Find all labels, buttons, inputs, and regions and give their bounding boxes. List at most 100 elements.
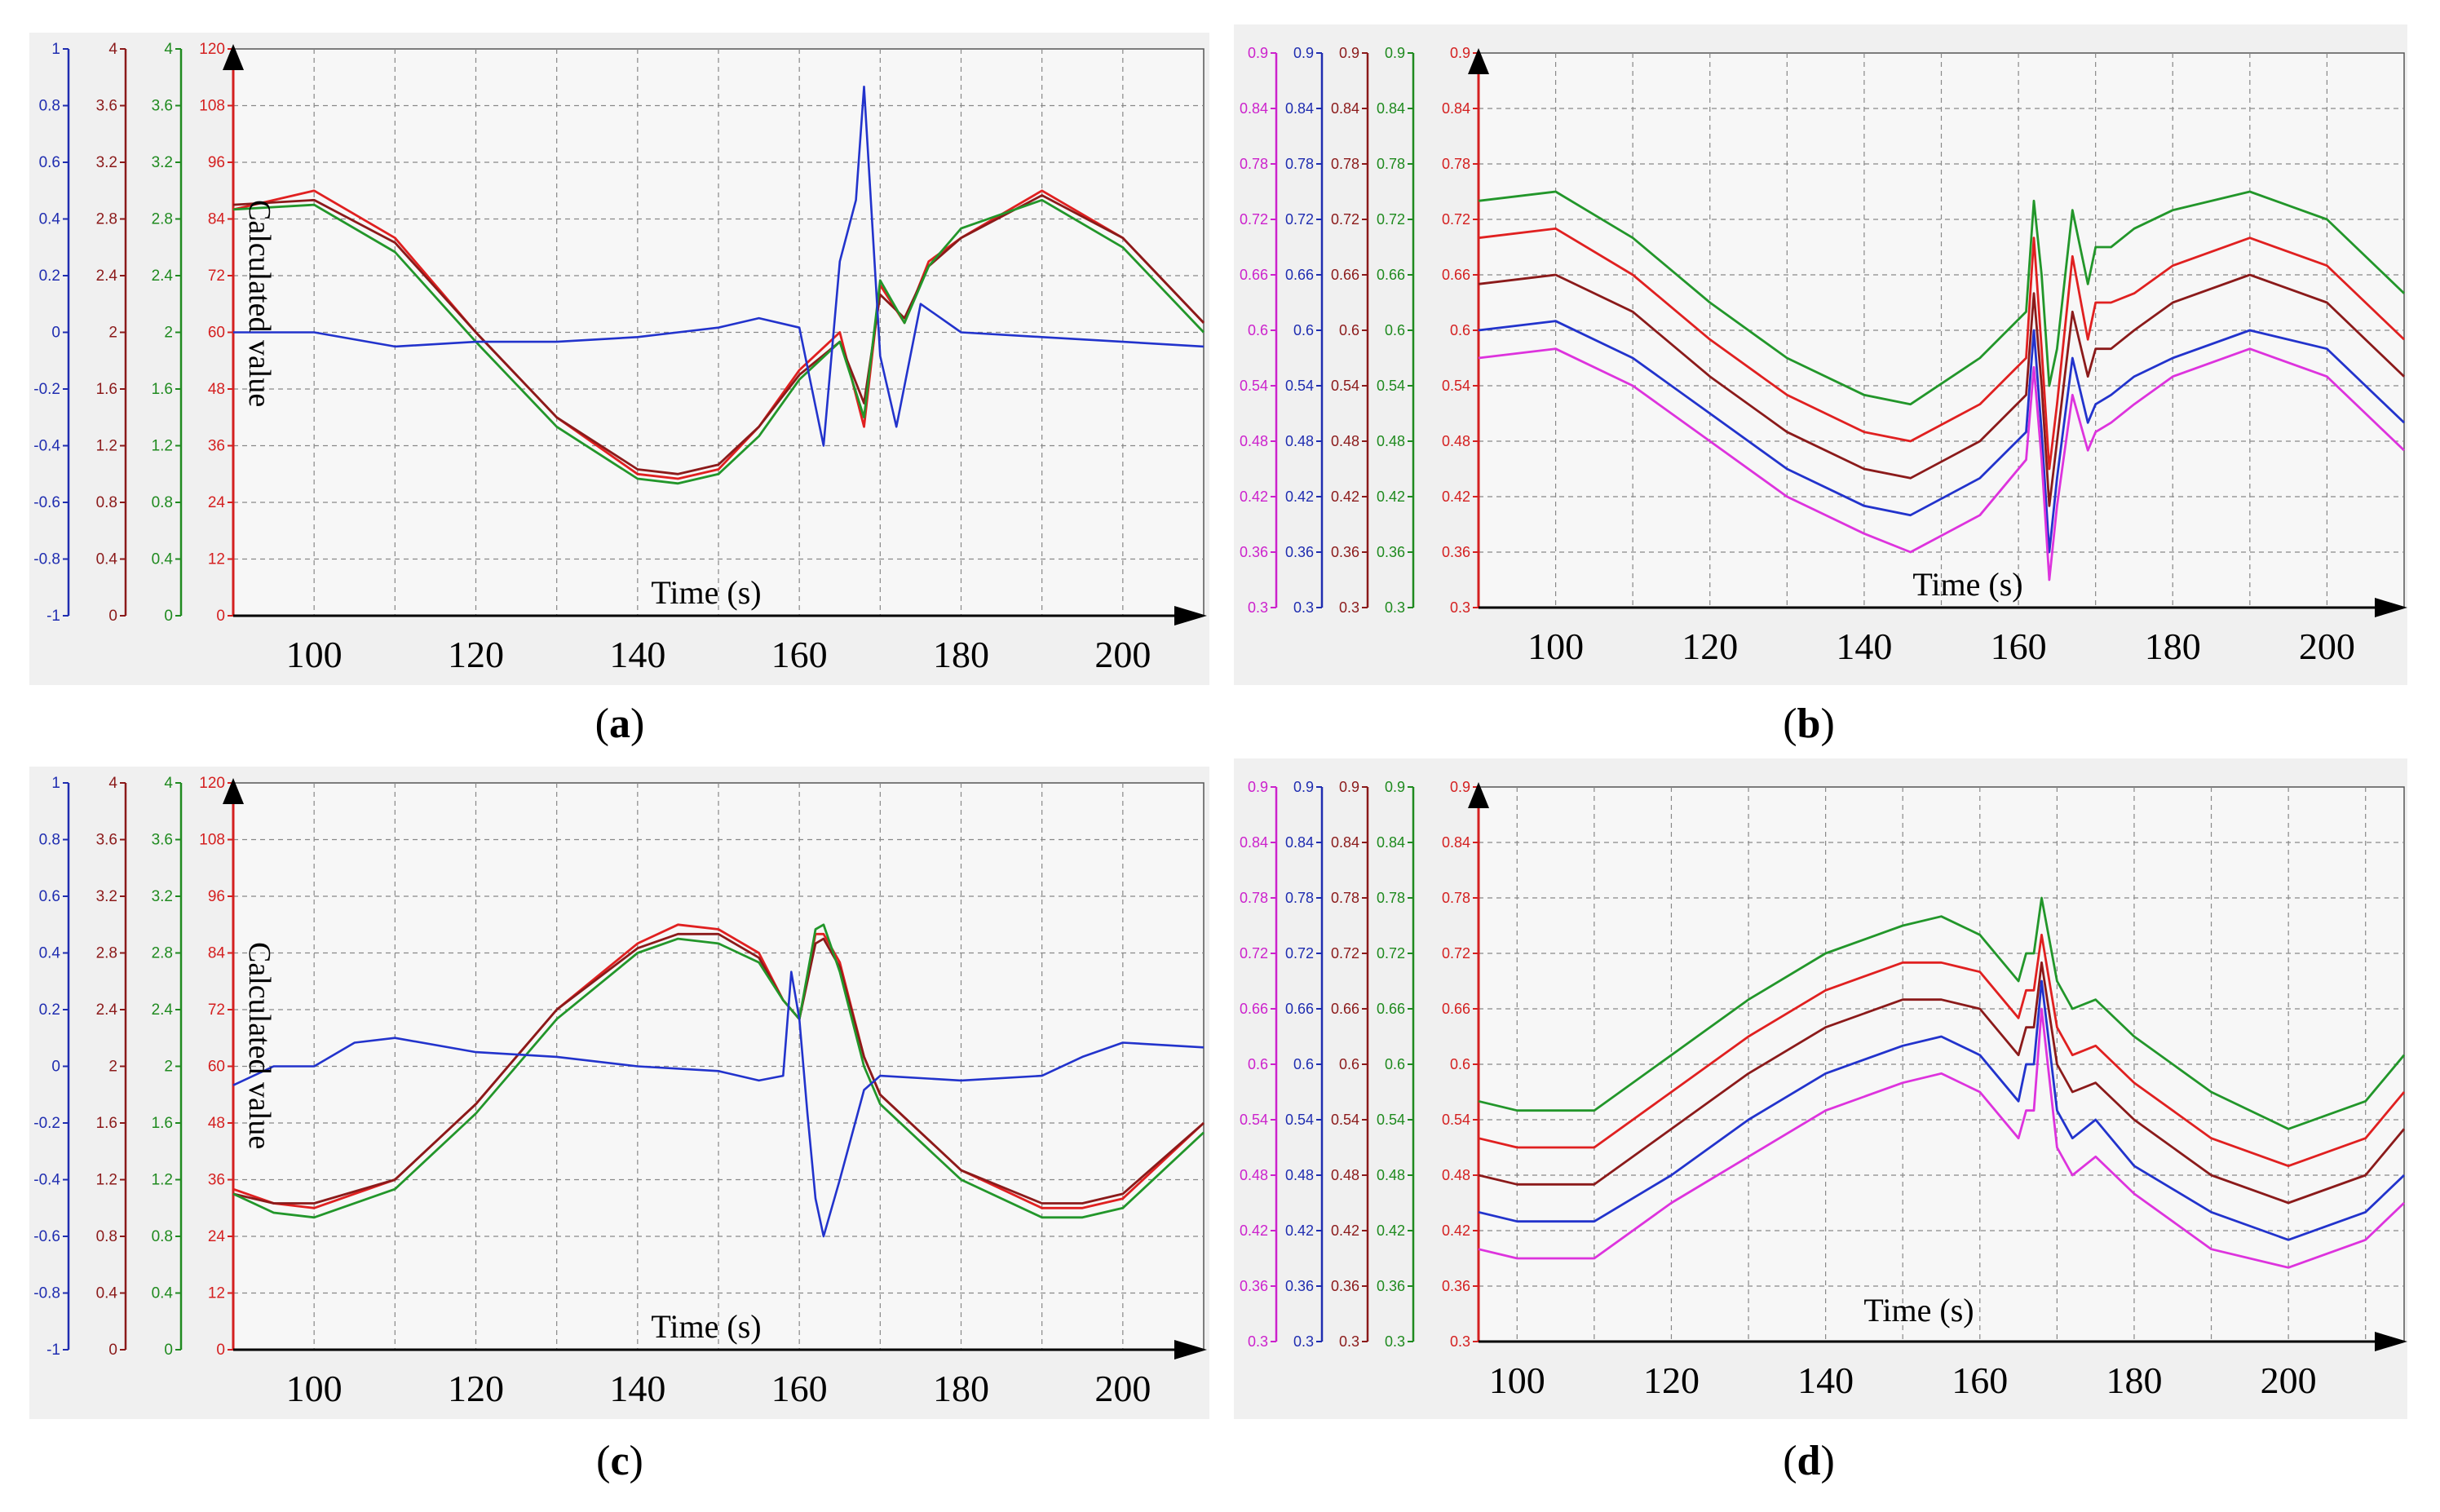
red-axis-tick-label: 0.84 [1442, 100, 1470, 117]
green-axis: 0 0.4 0.8 1.2 1.6 2 2.4 2.8 3.2 3.6 4 [152, 41, 183, 625]
brown-axis-tick-label: 0.72 [1331, 945, 1359, 962]
blue-axis-tick-label: 0.66 [1285, 1001, 1314, 1017]
blue-axis-tick-label: 0.42 [1285, 489, 1314, 505]
caption-a-open: ( [595, 701, 609, 747]
magenta-axis-tick-label: 0.78 [1240, 890, 1268, 906]
brown-axis-tick-label: 3.2 [96, 154, 117, 171]
green-axis-tick-label: 0.9 [1385, 45, 1405, 61]
red-axis-tick-label: 36 [208, 438, 225, 455]
blue-axis-tick-label: 0.72 [1285, 211, 1314, 228]
blue-axis-tick-label: 0.6 [39, 154, 60, 171]
brown-axis-tick-label: 1.2 [96, 1172, 117, 1189]
x-tick-label: 140 [1797, 1359, 1854, 1401]
brown-axis-tick-label: 0.42 [1331, 1222, 1359, 1239]
green-axis-tick-label: 3.2 [152, 888, 173, 905]
brown-axis-tick-label: 2 [108, 325, 117, 342]
red-axis-tick-label: 48 [208, 381, 225, 398]
green-axis-tick-label: 2 [164, 1059, 173, 1076]
red-axis-tick-label: 0.78 [1442, 156, 1470, 172]
red-axis-tick-label: 48 [208, 1115, 225, 1132]
x-tick-label: 120 [1643, 1359, 1700, 1401]
brown-axis-tick-label: 0.36 [1331, 1278, 1359, 1294]
x-axis-label: Time (s) [651, 1308, 761, 1345]
x-tick-label: 160 [771, 634, 828, 675]
red-axis-tick-label: 0.66 [1442, 267, 1470, 283]
blue-axis-tick-label: 0.4 [39, 945, 61, 962]
brown-axis-tick-label: 0.6 [1339, 1056, 1359, 1072]
brown-axis-tick-label: 0.9 [1339, 779, 1359, 795]
blue-axis-tick-label: 0.36 [1285, 1278, 1314, 1294]
blue-axis: -1 -0.8 -0.6 -0.4 -0.2 0 0.2 0.4 0.6 0.8 1 [33, 775, 70, 1359]
blue-axis-tick-label: 0.6 [1293, 1056, 1314, 1072]
x-tick-label: 120 [1682, 626, 1738, 667]
brown-axis-tick-label: 0 [108, 1342, 117, 1359]
green-axis-tick-label: 2.8 [152, 211, 173, 228]
blue-axis-tick-label: 0.3 [1293, 599, 1314, 616]
red-axis-tick-label: 0.84 [1442, 834, 1470, 851]
green-axis-tick-label: 2.8 [152, 945, 173, 962]
red-axis-tick-label: 0.9 [1450, 45, 1470, 61]
x-tick-label: 160 [1952, 1359, 2008, 1401]
magenta-axis: 0.3 0.36 0.42 0.48 0.54 0.6 0.66 0.72 0.78 0.84 0.… [1240, 45, 1278, 616]
x-axis-label: Time (s) [1912, 566, 2022, 603]
red-axis-tick-label: 0.54 [1442, 1112, 1470, 1128]
blue-axis-tick-label: 0.3 [1293, 1333, 1314, 1350]
green-axis-tick-label: 0.78 [1377, 890, 1405, 906]
brown-axis-tick-label: 0.78 [1331, 156, 1359, 172]
brown-axis-tick-label: 0.42 [1331, 489, 1359, 505]
brown-axis-tick-label: 0 [108, 608, 117, 625]
green-axis: 0 0.4 0.8 1.2 1.6 2 2.4 2.8 3.2 3.6 4 [152, 775, 183, 1359]
brown-axis-tick-label: 0.6 [1339, 322, 1359, 338]
brown-axis: 0 0.4 0.8 1.2 1.6 2 2.4 2.8 3.2 3.6 4 [96, 775, 127, 1359]
brown-axis-tick-label: 2.4 [96, 267, 118, 285]
red-axis-tick-label: 0 [216, 608, 225, 625]
x-tick-label: 100 [286, 634, 343, 675]
x-axis-arrow [1174, 1340, 1207, 1359]
caption-c-open: ( [596, 1438, 611, 1484]
x-tick-label: 180 [2145, 626, 2201, 667]
magenta-axis-tick-label: 0.9 [1248, 45, 1268, 61]
brown-axis-tick-label: 0.72 [1331, 211, 1359, 228]
blue-axis-tick-label: -1 [46, 1342, 60, 1359]
green-axis: 0.3 0.36 0.42 0.48 0.54 0.6 0.66 0.72 0.78 0.84 0.… [1377, 45, 1415, 616]
red-axis-tick-label: 0.54 [1442, 378, 1470, 394]
caption-a-close: ) [630, 701, 645, 747]
magenta-axis-tick-label: 0.48 [1240, 1167, 1268, 1183]
brown-axis-tick-label: 0.3 [1339, 599, 1359, 616]
green-axis: 0.3 0.36 0.42 0.48 0.54 0.6 0.66 0.72 0.78 0.84 0.… [1377, 779, 1415, 1350]
magenta-axis-tick-label: 0.66 [1240, 267, 1268, 283]
blue-axis-tick-label: 0.78 [1285, 890, 1314, 906]
magenta-axis-tick-label: 0.84 [1240, 100, 1268, 117]
caption-b: (b) [1727, 700, 1890, 748]
brown-axis-tick-label: 0.3 [1339, 1333, 1359, 1350]
x-axis-label: Time (s) [651, 574, 761, 611]
y-axis-arrow [1468, 782, 1489, 808]
red-axis-tick-label: 0.48 [1442, 1167, 1470, 1183]
blue-axis-tick-label: 0.8 [39, 98, 60, 115]
blue-axis-tick-label: 0.78 [1285, 156, 1314, 172]
red-axis-tick-label: 0.72 [1442, 211, 1470, 228]
caption-d-letter: d [1797, 1438, 1821, 1484]
brown-axis-tick-label: 3.2 [96, 888, 117, 905]
green-axis-tick-label: 0.42 [1377, 489, 1405, 505]
red-axis-tick-label: 0.36 [1442, 1278, 1470, 1294]
x-tick-label: 180 [933, 1368, 989, 1409]
brown-axis-tick-label: 0.48 [1331, 433, 1359, 449]
brown-axis-tick-label: 4 [108, 775, 117, 792]
blue-axis-tick-label: -0.2 [33, 381, 60, 398]
blue-axis-tick-label: 0.42 [1285, 1222, 1314, 1239]
green-axis-tick-label: 0.9 [1385, 779, 1405, 795]
brown-axis-tick-label: 2.8 [96, 945, 117, 962]
blue-axis: -1 -0.8 -0.6 -0.4 -0.2 0 0.2 0.4 0.6 0.8 1 [33, 41, 70, 625]
green-axis-tick-label: 0.48 [1377, 433, 1405, 449]
red-axis-tick-label: 96 [208, 888, 225, 905]
red-axis-tick-label: 24 [208, 494, 226, 511]
blue-axis-tick-label: 0 [51, 1059, 60, 1076]
magenta-axis-tick-label: 0.54 [1240, 1112, 1268, 1128]
brown-axis-tick-label: 4 [108, 41, 117, 58]
brown-axis-tick-label: 0.66 [1331, 267, 1359, 283]
green-axis-tick-label: 0.36 [1377, 1278, 1405, 1294]
green-axis-tick-label: 0.54 [1377, 378, 1405, 394]
green-axis-tick-label: 4 [164, 41, 173, 58]
green-axis-tick-label: 3.6 [152, 98, 173, 115]
